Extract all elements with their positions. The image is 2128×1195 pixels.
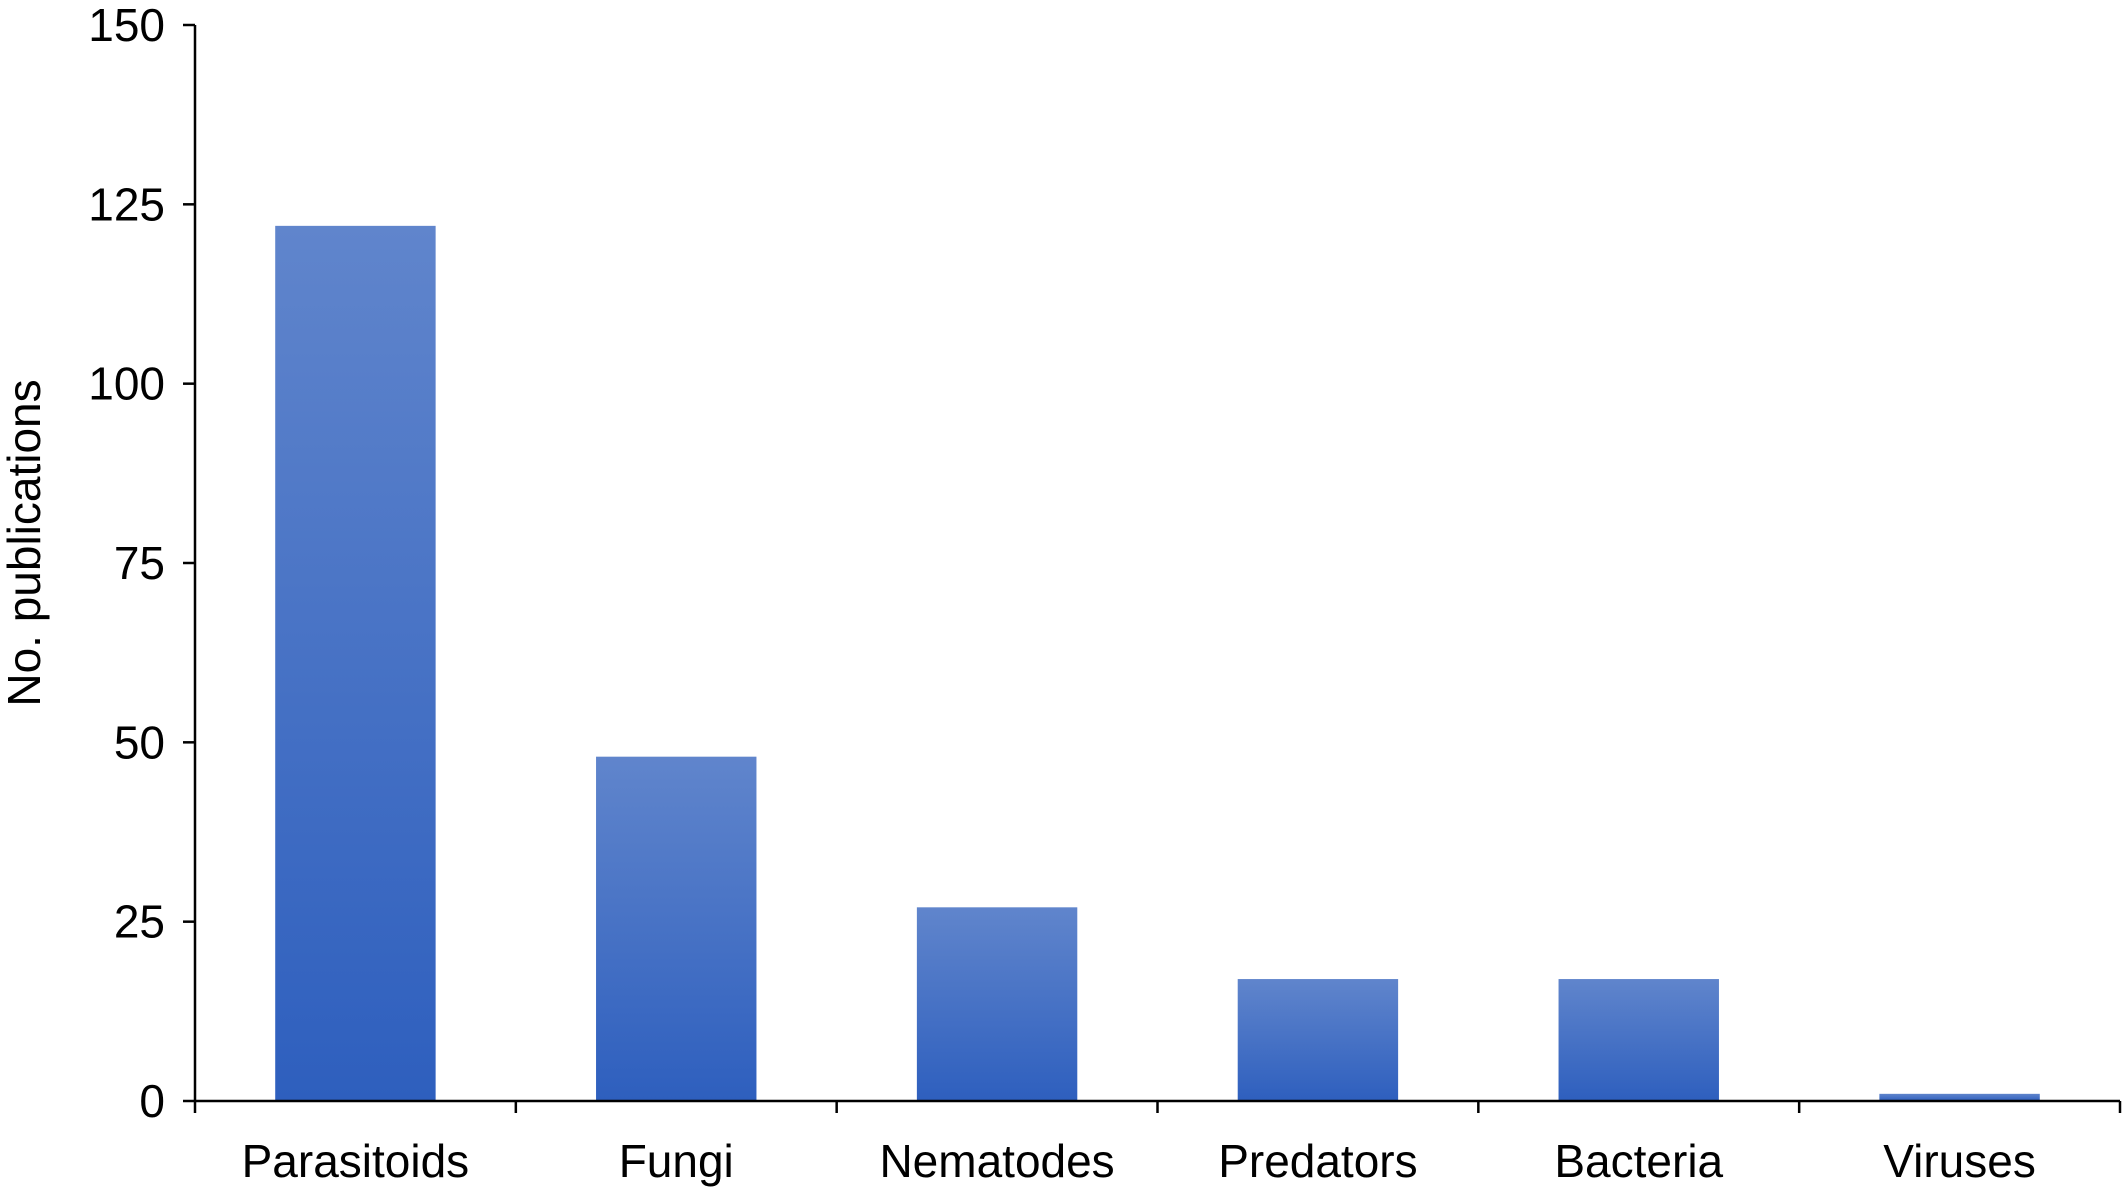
bar-parasitoids [275,225,436,1101]
x-tick-label-nematodes: Nematodes [879,1135,1114,1187]
x-tick-label-fungi: Fungi [619,1135,734,1187]
bar-nematodes [916,907,1078,1101]
bar-predators [1237,979,1399,1101]
bars-layer [275,225,2040,1101]
y-tick-label: 25 [114,896,165,948]
x-tick-label-parasitoids: Parasitoids [242,1135,470,1187]
y-axis-title: No. publications [0,379,50,706]
y-tick-label: 150 [88,0,165,51]
x-tick-label-viruses: Viruses [1883,1135,2036,1187]
bar-bacteria [1558,979,1719,1101]
x-tick-label-predators: Predators [1218,1135,1417,1187]
y-tick-label: 50 [114,716,165,768]
bar-fungi [596,756,757,1101]
x-tick-label-bacteria: Bacteria [1554,1135,1723,1187]
axes-layer [193,25,2120,1103]
y-tick-label: 0 [139,1075,165,1127]
bar-viruses [1879,1093,2040,1101]
x-ticks: Parasitoids Fungi Nematodes Predators Bacter… [193,1101,2122,1187]
y-tick-label: 75 [114,537,165,589]
y-ticks: 0 25 50 75 100 125 150 [88,0,195,1127]
y-tick-label: 125 [88,178,165,230]
y-tick-label: 100 [88,358,165,410]
